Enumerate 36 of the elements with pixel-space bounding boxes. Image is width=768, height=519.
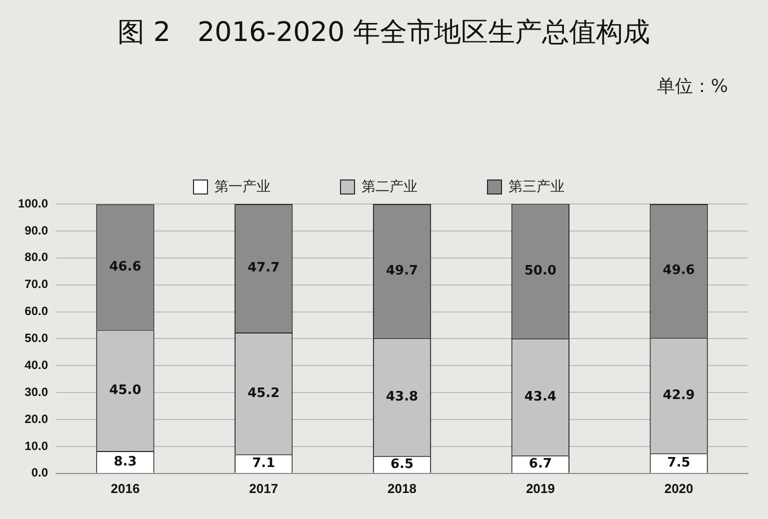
data-label: 6.5 — [390, 456, 414, 472]
x-tick-label: 2017 — [249, 480, 278, 496]
data-label: 45.0 — [109, 382, 142, 398]
data-label: 43.8 — [386, 389, 418, 404]
data-label: 42.9 — [662, 388, 695, 403]
y-tick-label: 30.0 — [24, 384, 48, 399]
y-tick-label: 0.0 — [31, 466, 48, 480]
data-label: 49.6 — [662, 263, 695, 278]
legend-label: 第一产业 — [214, 178, 270, 194]
data-label: 49.7 — [386, 263, 418, 278]
y-tick-label: 70.0 — [24, 277, 48, 292]
data-label: 7.5 — [667, 455, 690, 470]
data-label: 50.0 — [524, 263, 556, 278]
data-label: 46.6 — [109, 259, 142, 274]
data-label: 43.4 — [524, 389, 556, 404]
y-tick-label: 90.0 — [24, 223, 48, 238]
x-tick-label: 2019 — [526, 480, 555, 496]
legend-label: 第二产业 — [362, 178, 418, 194]
y-tick-label: 80.0 — [24, 250, 48, 264]
data-label: 45.2 — [248, 386, 280, 401]
data-label: 47.7 — [248, 260, 280, 276]
y-tick-label: 100.0 — [18, 196, 48, 210]
text: 单位：% — [656, 75, 728, 98]
data-label: 6.7 — [528, 456, 552, 472]
data-label: 7.1 — [252, 456, 276, 471]
y-tick-label: 50.0 — [24, 331, 48, 346]
legend-label: 第三产业 — [508, 178, 564, 194]
x-tick-label: 2018 — [388, 480, 416, 496]
chart-title: 图 2 2016-2020 年全市地区生产总值构成 — [116, 16, 652, 50]
y-tick-label: 40.0 — [24, 358, 48, 372]
x-tick-label: 2020 — [664, 480, 694, 496]
y-tick-label: 60.0 — [24, 304, 48, 318]
data-label: 8.3 — [114, 454, 137, 470]
x-tick-label: 2016 — [110, 480, 140, 496]
y-tick-label: 20.0 — [24, 412, 48, 426]
y-tick-label: 10.0 — [24, 438, 48, 453]
